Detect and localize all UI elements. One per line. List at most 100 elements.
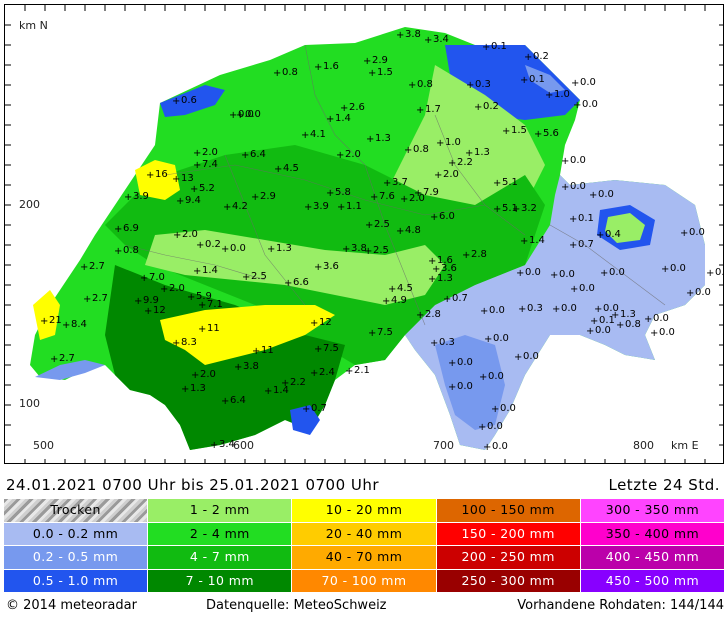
rain-value: 0.2 <box>205 239 221 250</box>
grisons-inner <box>605 213 645 243</box>
rain-value: 7.5 <box>377 327 393 338</box>
station-marker: + <box>267 244 275 255</box>
copyright: © 2014 meteoradar <box>6 598 137 613</box>
station-marker: + <box>172 338 180 349</box>
station-marker: + <box>569 214 577 225</box>
rain-value: 0.3 <box>527 303 543 314</box>
rain-value: 5.6 <box>543 128 559 139</box>
rain-value: 0.0 <box>582 99 598 110</box>
rain-value: 3.8 <box>405 29 421 40</box>
station-marker: + <box>241 150 249 161</box>
legend-cell: 20 - 40 mm <box>292 522 436 545</box>
station-marker: + <box>561 156 569 167</box>
station-marker: + <box>430 212 438 223</box>
accumulation-window: Letzte 24 Std. <box>608 476 720 494</box>
rain-value: 6.9 <box>123 223 139 234</box>
legend-cell: 250 - 300 mm <box>436 569 580 592</box>
rain-value: 2.5 <box>251 271 267 282</box>
rain-value: 4.5 <box>397 283 413 294</box>
station-marker: + <box>493 204 501 215</box>
legend-cell: 300 - 350 mm <box>580 499 724 522</box>
station-marker: + <box>493 178 501 189</box>
rain-value: 0.0 <box>500 403 516 414</box>
legend-cell: 350 - 400 mm <box>580 522 724 545</box>
rain-value: 0.7 <box>452 293 468 304</box>
station-marker: + <box>252 346 260 357</box>
station-marker: + <box>383 178 391 189</box>
rain-value: 0.0 <box>580 77 596 88</box>
station-marker: + <box>83 294 91 305</box>
rain-value: 7.6 <box>379 191 395 202</box>
map-canvas: 3.8+ 3.4+0.1+0.2+2.9+1.5+1.6+0.8+0.1+ 0.0+… <box>5 5 723 463</box>
station-marker: + <box>50 354 58 365</box>
station-marker: + <box>284 278 292 289</box>
station-marker: + <box>198 324 206 335</box>
yellow-patch-north <box>135 160 180 200</box>
station-marker: + <box>314 62 322 73</box>
rain-value: 1.5 <box>511 125 527 136</box>
station-marker: + <box>210 440 218 451</box>
rain-value: 2.7 <box>89 261 105 272</box>
station-marker: + <box>569 240 577 251</box>
rain-value: 0.0 <box>523 351 539 362</box>
station-marker: + <box>661 264 669 275</box>
station-marker: + <box>326 114 334 125</box>
rain-value: 1.5 <box>377 67 393 78</box>
station-marker: + <box>314 344 322 355</box>
rain-value: 0.7 <box>311 403 327 414</box>
legend-cell: 7 - 10 mm <box>148 569 292 592</box>
station-marker: + <box>62 320 70 331</box>
rain-value: 1.3 <box>437 273 453 284</box>
axis-y-100: 100 <box>19 397 40 410</box>
station-marker: + <box>193 266 201 277</box>
rain-value: 2.6 <box>349 102 365 113</box>
rain-value: 0.4 <box>605 229 621 240</box>
legend-cell: 200 - 250 mm <box>436 546 580 569</box>
station-marker: + <box>388 284 396 295</box>
rain-value: 3.9 <box>313 201 329 212</box>
rain-value: 1.3 <box>276 243 292 254</box>
rain-value: 0.8 <box>282 67 298 78</box>
station-marker: + <box>680 228 688 239</box>
legend-cell: 100 - 150 mm <box>436 499 580 522</box>
rain-value: 2.0 <box>169 283 185 294</box>
station-marker: + <box>124 192 132 203</box>
rain-value: 0.3 <box>475 79 491 90</box>
station-marker: + <box>573 100 581 111</box>
rain-value: 3.4 <box>433 34 449 45</box>
station-marker: + <box>368 328 376 339</box>
station-marker: + <box>114 224 122 235</box>
rain-value: 3.6 <box>323 261 339 272</box>
rain-value: 0.2 <box>533 51 549 62</box>
station-marker: + <box>474 102 482 113</box>
station-marker: + <box>408 80 416 91</box>
station-marker: + <box>264 386 272 397</box>
station-marker: + <box>462 250 470 261</box>
station-marker: + <box>516 268 524 279</box>
station-marker: + <box>302 404 310 415</box>
mid-band <box>145 230 445 305</box>
station-marker: + <box>310 368 318 379</box>
rain-value: 2.0 <box>443 169 459 180</box>
rain-value: 5.2 <box>199 183 215 194</box>
rain-value: 0.0 <box>598 189 614 200</box>
station-marker: + <box>273 68 281 79</box>
rain-value: 3.9 <box>133 191 149 202</box>
rain-value: 6.4 <box>230 395 246 406</box>
station-marker: + <box>221 396 229 407</box>
rain-value: 16 <box>155 169 168 180</box>
station-marker: + <box>234 362 242 373</box>
rain-value: 7.9 <box>423 187 439 198</box>
station-marker: + <box>274 164 282 175</box>
station-marker: + <box>173 230 181 241</box>
rain-value: 7.4 <box>202 159 218 170</box>
station-marker: + <box>644 314 652 325</box>
rain-value: 1.3 <box>190 383 206 394</box>
legend-cell: 4 - 7 mm <box>148 546 292 569</box>
station-marker: + <box>229 110 237 121</box>
rain-value: 2.0 <box>409 193 425 204</box>
rain-value: 0.0 <box>595 325 611 336</box>
station-marker: + <box>160 284 168 295</box>
legend-cell: 40 - 70 mm <box>292 546 436 569</box>
rain-value: 2.1 <box>354 365 370 376</box>
